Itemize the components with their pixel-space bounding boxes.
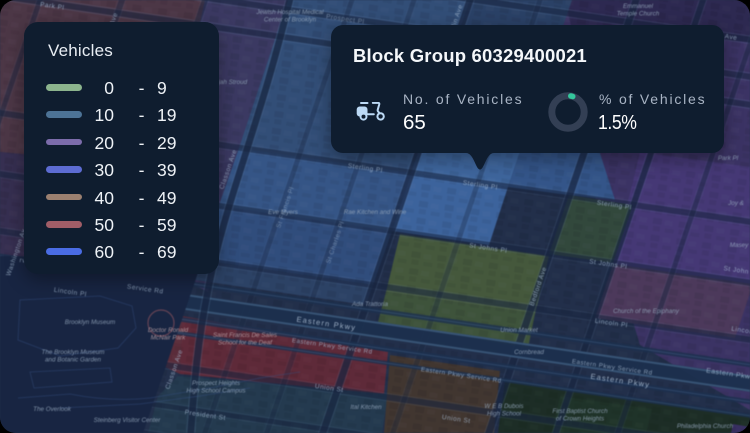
svg-text:Lincol: Lincol	[731, 326, 750, 336]
svg-text:The Overlook: The Overlook	[33, 406, 72, 413]
svg-text:Masey: Masey	[730, 242, 749, 249]
svg-text:Eve Myers: Eve Myers	[268, 209, 299, 216]
svg-text:Lincoln Pl: Lincoln Pl	[53, 287, 87, 299]
svg-text:Brooklyn Museum: Brooklyn Museum	[65, 319, 115, 326]
svg-text:Cornbread: Cornbread	[514, 349, 544, 356]
svg-text:Philadelphia Church: Philadelphia Church	[677, 423, 734, 430]
svg-text:Lincoln Pl: Lincoln Pl	[594, 318, 628, 330]
svg-text:Union St: Union St	[441, 414, 471, 425]
svg-text:St John: St John	[723, 265, 749, 276]
svg-text:Sijah Stroud: Sijah Stroud	[213, 79, 248, 86]
svg-text:Ital Kitchen: Ital Kitchen	[350, 404, 382, 411]
svg-text:Church of the Epiphany: Church of the Epiphany	[613, 308, 680, 315]
svg-text:Rae Kitchen and Wine: Rae Kitchen and Wine	[344, 209, 407, 216]
svg-text:Park Pl: Park Pl	[718, 155, 739, 162]
svg-text:Union Market: Union Market	[500, 327, 538, 334]
svg-text:Park Pl: Park Pl	[40, 1, 65, 11]
svg-text:Steinberg Visitor Center: Steinberg Visitor Center	[94, 417, 162, 424]
svg-text:Ada Trattoria: Ada Trattoria	[351, 301, 388, 308]
svg-text:Joy &: Joy &	[727, 200, 744, 207]
svg-text:Union St: Union St	[314, 383, 344, 394]
